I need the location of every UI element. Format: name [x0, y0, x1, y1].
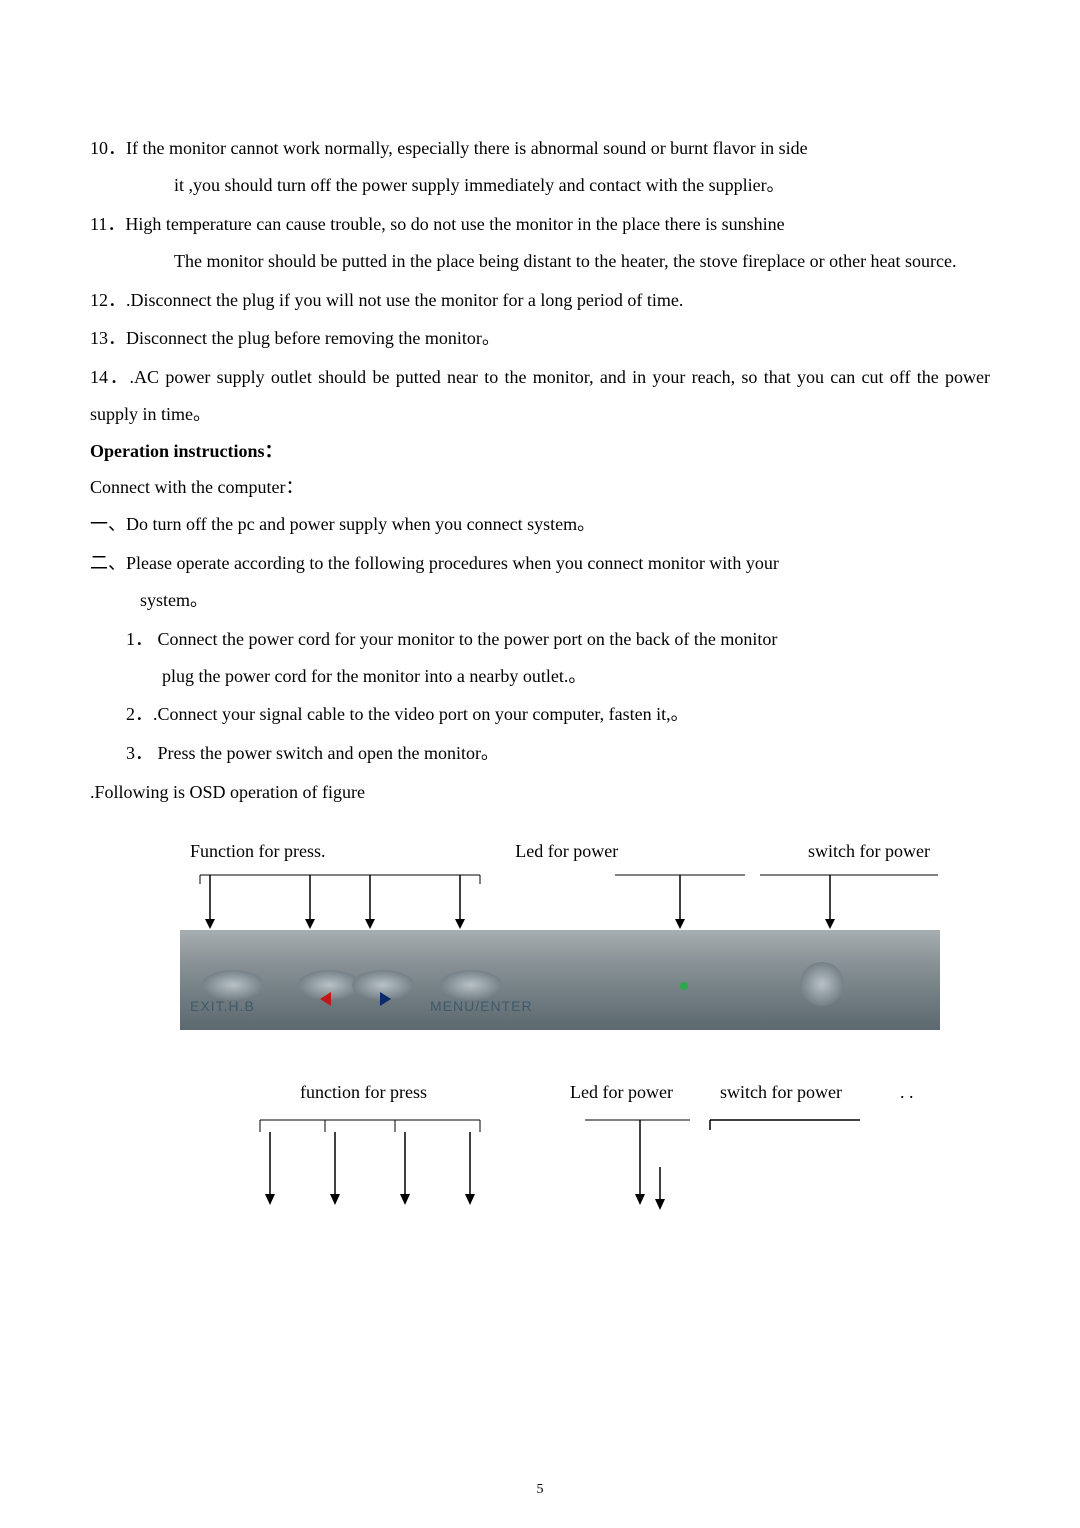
- fig1-label-switch: switch for power: [808, 841, 930, 862]
- fig1-button-4: [440, 970, 502, 1000]
- item-10-cont: it ,you should turn off the power supply…: [132, 167, 990, 204]
- fig1-menu-text: MENU/ENTER: [430, 998, 533, 1014]
- fig1-button-1: [202, 970, 264, 1000]
- cn-item-2-cont: system。: [140, 582, 990, 619]
- item-13: 13．Disconnect the plug before removing t…: [90, 320, 990, 357]
- operation-heading: Operation instructions：: [90, 437, 990, 463]
- figure-1: Function for press. Led for power switch…: [180, 841, 940, 1032]
- fig2-label-function: function for press: [300, 1082, 427, 1103]
- fig1-triangle-right-icon: [380, 992, 391, 1006]
- fig2-label-led: Led for power: [570, 1082, 673, 1103]
- cn-item-1: 一、Do turn off the pc and power supply wh…: [90, 506, 990, 543]
- sub-item-3: 3． Press the power switch and open the m…: [90, 735, 990, 772]
- fig2-labels: function for press Led for power switch …: [220, 1082, 980, 1112]
- fig2-label-switch: switch for power: [720, 1082, 842, 1103]
- sub-item-1-text: 1． Connect the power cord for your monit…: [126, 629, 777, 649]
- page-number: 5: [537, 1482, 544, 1498]
- item-14-text: 14．.AC power supply outlet should be put…: [90, 367, 990, 424]
- item-11-text: 11．High temperature can cause trouble, s…: [90, 214, 785, 234]
- item-11-cont: The monitor should be putted in the plac…: [132, 243, 990, 280]
- fig1-photo: EXIT.H.B MENU/ENTER: [180, 930, 940, 1030]
- sub-item-2: 2．.Connect your signal cable to the vide…: [90, 696, 990, 733]
- osd-title: .Following is OSD operation of figure: [90, 774, 990, 811]
- cn-item-2: 二、Please operate according to the follow…: [90, 545, 990, 619]
- fig1-label-led: Led for power: [515, 841, 618, 862]
- fig1-labels: Function for press. Led for power switch…: [180, 841, 940, 862]
- fig1-arrows-svg: [180, 872, 940, 930]
- fig1-diagram: EXIT.H.B MENU/ENTER: [180, 872, 940, 1032]
- connect-line: Connect with the computer：: [90, 469, 990, 506]
- item-12: 12．.Disconnect the plug if you will not …: [90, 282, 990, 319]
- fig1-label-function: Function for press.: [190, 841, 325, 862]
- item-12-text: 12．.Disconnect the plug if you will not …: [90, 290, 683, 310]
- item-14: 14．.AC power supply outlet should be put…: [90, 359, 990, 433]
- cn-item-2-text: 二、Please operate according to the follow…: [90, 553, 779, 573]
- fig1-exit-text: EXIT.H.B: [190, 998, 255, 1014]
- item-13-text: 13．Disconnect the plug before removing t…: [90, 328, 500, 348]
- item-10-text: 10．If the monitor cannot work normally, …: [90, 138, 808, 158]
- figure-2: function for press Led for power switch …: [220, 1082, 980, 1217]
- fig1-power-button: [800, 962, 844, 1006]
- sub-item-1-cont: plug the power cord for the monitor into…: [162, 658, 990, 695]
- fig2-arrows-svg: [220, 1112, 980, 1212]
- fig1-led-indicator: [680, 982, 688, 990]
- sub-item-1: 1． Connect the power cord for your monit…: [90, 621, 990, 695]
- item-11: 11．High temperature can cause trouble, s…: [90, 206, 990, 280]
- fig2-dots: . .: [900, 1082, 914, 1103]
- fig1-triangle-left-icon: [320, 992, 331, 1006]
- item-10: 10．If the monitor cannot work normally, …: [90, 130, 990, 204]
